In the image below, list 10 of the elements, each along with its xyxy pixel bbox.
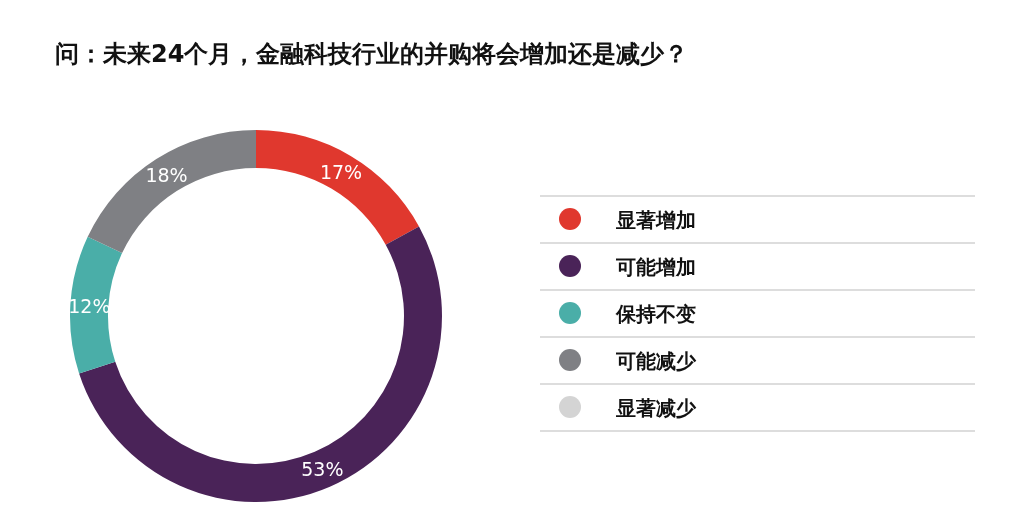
data-label: 18% [145, 164, 188, 186]
chart-title: 问：未来24个月，金融科技行业的并购将会增加还是减少？ [55, 40, 689, 68]
data-label: 12% [68, 294, 111, 317]
legend-label: 显著减少 [615, 396, 697, 420]
data-label: 17% [319, 161, 363, 184]
legend-label: 可能减少 [615, 349, 697, 373]
legend-label: 可能增加 [615, 255, 696, 279]
legend-label: 显著增加 [615, 208, 696, 232]
data-label: 53% [301, 458, 344, 481]
legend-label: 保持不变 [615, 302, 696, 326]
